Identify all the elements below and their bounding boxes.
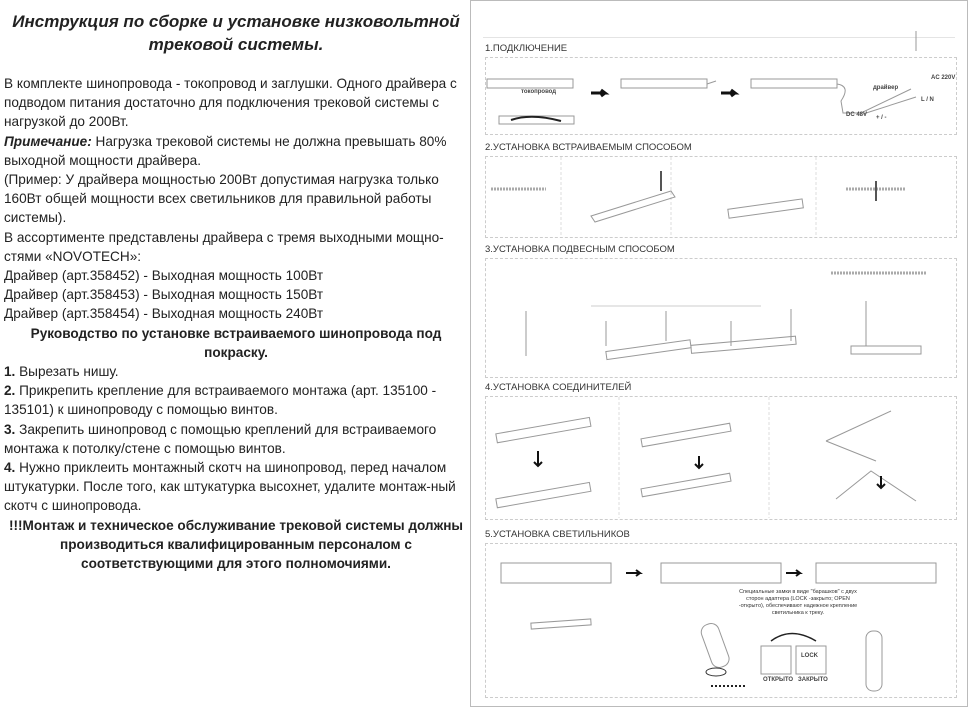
arrow-down-icon [876,476,886,490]
conductor-label: токопровод [521,89,557,95]
dc-voltage-label: DC 48V [846,112,868,118]
ac-voltage-label: AC 220V [931,75,956,81]
open-label: ОТКРЫТО [763,677,794,683]
arrow-down-icon [694,456,704,470]
safety-warning: !!!Монтаж и техническое обслуживание тре… [8,517,464,572]
step-number: 4. [4,460,16,476]
step-text: Вырезать нишу. [15,364,119,380]
step: 2. Прикрепить крепление для встраиваемог… [4,381,468,419]
lock-caption: Специальные замки в виде "барашков" с дв… [738,589,858,616]
arrow-icon [591,88,610,98]
step: 1. Вырезать нишу. [4,362,468,381]
section-heading-luminaires: 5.УСТАНОВКА СВЕТИЛЬНИКОВ [485,529,630,540]
closed-label: ЗАКРЫТО [798,677,828,683]
document-title: Инструкция по сборке и установке низково… [12,12,460,54]
section-heading-suspended: 3.УСТАНОВКА ПОДВЕСНЫМ СПОСОБОМ [485,244,675,255]
lock-label: LOCK [801,653,818,659]
section-heading-recessed: 2.УСТАНОВКА ВСТРАИВАЕМЫМ СПОСОБОМ [485,142,692,153]
section-heading-connectors: 4.УСТАНОВКА СОЕДИНИТЕЛЕЙ [485,382,632,393]
arrow-icon [786,569,803,577]
driver-line: Драйвер (арт.358452) - Выходная мощность… [4,268,324,284]
ln-label: L / N [921,97,934,103]
diagram-panel: 1.ПОДКЛЮЧЕНИЕ 2.УСТАНОВКА ВСТРАИВАЕМЫМ С… [470,0,968,707]
step-number: 1. [4,364,16,380]
polarity-label: + / - [876,115,887,121]
intro-paragraph: В комплекте шинопровода - токопровод и з… [4,76,457,130]
suspended-diagram-box [485,258,957,378]
driver-label: драйвер [873,85,899,91]
guide-title: Руководство по установке встраиваемого ш… [30,325,442,360]
arrow-icon [721,88,740,98]
step-text: Закрепить шинопровод с помощью креплений… [4,421,437,456]
driver-line: Драйвер (арт.358454) - Выходная мощность… [4,306,324,322]
arrow-icon [626,569,643,577]
luminaires-diagram-box [485,543,957,698]
note-label: Примечание: [4,133,92,149]
connectors-diagram-box [485,396,957,520]
example-paragraph: (Пример: У драйвера мощностью 200Вт допу… [4,172,439,226]
step-number: 2. [4,383,16,399]
note-paragraph: Примечание: Нагрузка трековой системы не… [4,132,468,170]
note-text: Нагрузка трековой системы не должна прев… [4,133,447,168]
step-text: Нужно приклеить монтажный скотч на шиноп… [4,460,456,514]
section-heading-connection: 1.ПОДКЛЮЧЕНИЕ [485,43,568,54]
step-number: 3. [4,421,16,437]
arrow-down-icon [533,451,543,468]
installation-drawings [486,31,937,692]
recessed-diagram-box [485,156,957,238]
assortment-paragraph: В ассортименте представлены драйвера с т… [4,229,444,264]
connection-diagram-box [485,57,957,135]
step-text: Прикрепить крепление для встраиваемого м… [4,383,437,418]
instructions-text: Инструкция по сборке и установке низково… [4,10,468,573]
driver-line: Драйвер (арт.358453) - Выходная мощность… [4,287,324,303]
step: 4. Нужно приклеить монтажный скотч на ши… [4,458,468,516]
step: 3. Закрепить шинопровод с помощью крепле… [4,420,468,458]
